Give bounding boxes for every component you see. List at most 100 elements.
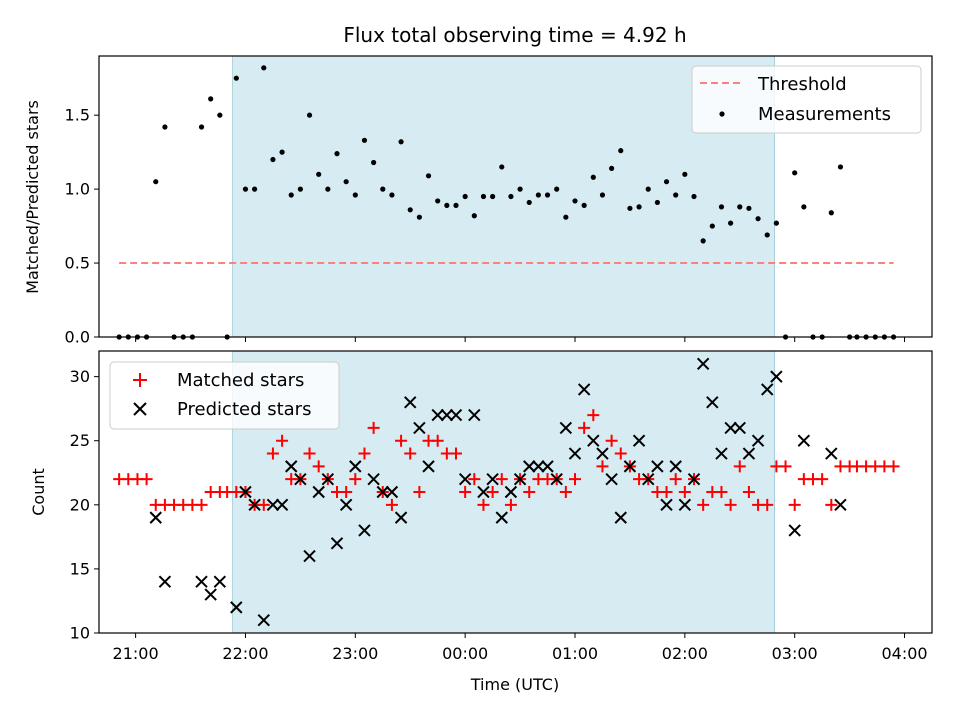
matched-star-point xyxy=(477,498,490,511)
matched-star-point xyxy=(779,460,792,473)
top-panel: 0.0 0.5 1.0 1.5 Matched/Predicted stars Thr… xyxy=(23,55,933,347)
bottom-x-ticks: 21:00 22:00 23:00 00:00 01:00 02:00 03:00 04:00 xyxy=(113,633,928,663)
measurement-point xyxy=(737,204,743,210)
matched-star-point xyxy=(669,473,682,486)
top-legend-box xyxy=(691,65,922,134)
matched-star-point xyxy=(569,473,581,486)
matched-star-point xyxy=(459,486,472,498)
predicted-star-point xyxy=(422,460,435,473)
y-tick-label: 1.5 xyxy=(65,106,90,125)
measurement-point xyxy=(590,174,596,180)
y-tick-label: 25 xyxy=(70,431,90,450)
measurement-point xyxy=(490,193,496,200)
matched-star-point xyxy=(340,486,353,498)
matched-star-point xyxy=(431,434,444,447)
measurement-point xyxy=(270,156,276,163)
predicted-star-point xyxy=(715,447,728,460)
predicted-star-point xyxy=(285,460,298,473)
measurement-point xyxy=(755,216,761,222)
measurement-point xyxy=(718,204,725,210)
predicted-star-point xyxy=(149,511,162,524)
matched-star-point xyxy=(614,447,627,460)
predicted-star-point xyxy=(257,613,270,627)
bottom-legend-box xyxy=(109,361,340,430)
matched-star-point xyxy=(678,486,691,498)
predicted-star-point xyxy=(587,434,600,447)
predicted-star-point xyxy=(797,434,811,447)
predicted-star-point xyxy=(440,408,454,422)
predicted-star-point xyxy=(495,511,508,524)
predicted-star-point xyxy=(669,460,682,473)
predicted-star-point xyxy=(678,498,692,512)
top-legend: Threshold Measurements xyxy=(691,65,922,134)
predicted-star-point xyxy=(239,485,252,499)
x-tick-label: 22:00 xyxy=(222,644,268,663)
predicted-star-point xyxy=(651,460,664,473)
x-tick-label: 02:00 xyxy=(662,644,708,663)
x-tick-label: 04:00 xyxy=(881,644,927,663)
measurement-point xyxy=(208,96,214,102)
measurement-point xyxy=(618,148,624,154)
measurement-point xyxy=(535,192,541,198)
predicted-star-point xyxy=(486,472,499,486)
legend-matched-swatch xyxy=(133,373,147,387)
matched-star-point xyxy=(495,473,508,486)
measurement-point xyxy=(316,171,322,177)
predicted-star-point xyxy=(742,447,756,460)
measurement-point xyxy=(261,65,267,71)
x-tick-label: 01:00 xyxy=(552,644,598,663)
measurement-point xyxy=(636,204,642,210)
measurement-point xyxy=(581,202,587,208)
matched-star-point xyxy=(349,473,362,486)
measurement-point xyxy=(435,198,441,204)
predicted-star-point xyxy=(367,472,380,486)
measurement-point xyxy=(663,179,670,185)
top-shaded-region xyxy=(232,55,775,338)
predicted-star-point xyxy=(230,601,243,614)
predicted-star-point xyxy=(349,460,362,473)
y-tick-label: 1.0 xyxy=(65,180,90,199)
predicted-star-point xyxy=(605,472,618,486)
measurement-point xyxy=(544,192,551,198)
bottom-marks xyxy=(113,357,900,627)
predicted-star-point xyxy=(394,511,408,524)
predicted-star-point xyxy=(204,588,217,601)
predicted-star-point xyxy=(303,549,316,563)
measurement-point xyxy=(673,192,679,198)
predicted-star-point xyxy=(330,537,344,550)
predicted-star-point xyxy=(577,383,591,396)
matched-star-point xyxy=(587,409,600,422)
predicted-star-point xyxy=(321,472,335,486)
measurement-point xyxy=(709,223,715,229)
measurement-point xyxy=(627,205,633,211)
predicted-star-point xyxy=(751,434,765,447)
y-tick-label: 30 xyxy=(70,367,90,386)
measurement-point xyxy=(526,199,532,206)
top-marks xyxy=(116,65,897,340)
predicted-star-point xyxy=(275,498,289,512)
top-y-axis-label: Matched/Predicted stars xyxy=(23,100,42,294)
measurement-point xyxy=(837,164,844,170)
bottom-legend: Matched stars Predicted stars xyxy=(109,361,340,430)
legend-measurements-label: Measurements xyxy=(758,104,891,125)
measurement-point xyxy=(480,193,487,200)
predicted-star-point xyxy=(568,447,582,460)
measurement-point xyxy=(609,165,615,171)
bottom-y-axis-label: Count xyxy=(29,468,48,516)
x-tick-label: 00:00 xyxy=(442,644,488,663)
measurement-point xyxy=(691,193,697,200)
measurement-point xyxy=(343,179,349,185)
matched-star-point xyxy=(303,447,316,460)
measurement-point xyxy=(371,159,377,166)
measurement-point xyxy=(398,139,404,145)
measurement-point xyxy=(508,193,514,200)
measurement-point xyxy=(361,137,368,143)
predicted-star-point xyxy=(358,524,371,537)
predicted-star-point xyxy=(195,575,208,588)
predicted-star-point xyxy=(248,498,261,512)
matched-star-point xyxy=(450,447,462,460)
measurement-point xyxy=(425,173,432,179)
matched-star-point xyxy=(468,473,481,486)
predicted-star-point xyxy=(477,485,490,499)
